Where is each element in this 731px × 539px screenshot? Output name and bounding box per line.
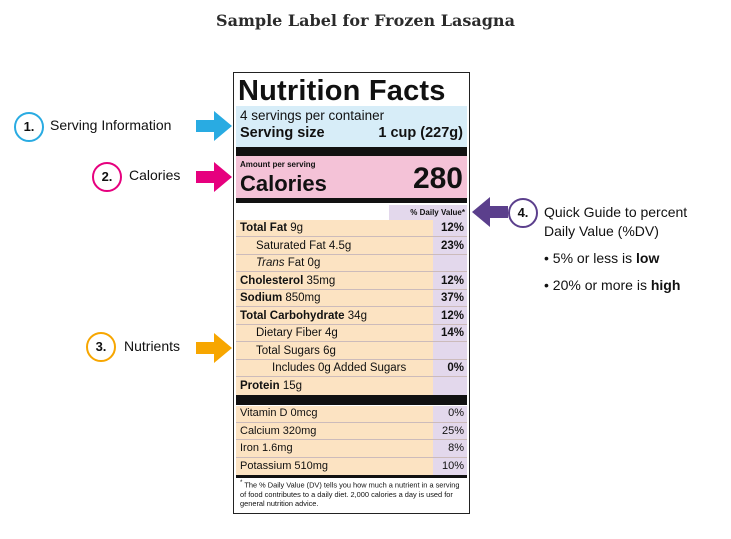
servings-per-container: 4 servings per container [240, 108, 385, 123]
calories-value: 280 [412, 162, 463, 195]
amount-per-serving: Amount per serving [240, 160, 316, 169]
nutrient-row: Includes 0g Added Sugars 0% [236, 360, 467, 377]
daily-value-header: % Daily Value* [389, 205, 467, 220]
page-title: Sample Label for Frozen Lasagna [216, 11, 515, 30]
nutrient-row: Total Carbohydrate 34g 12% [236, 308, 467, 325]
nutrients-section-bg [236, 220, 467, 395]
calories-section-bg [236, 156, 467, 198]
calories-label: Calories [240, 171, 327, 196]
nutrient-row: Total Sugars 6g [236, 343, 467, 360]
nutrient-row: Dietary Fiber 4g 14% [236, 325, 467, 342]
serving-section-bg [236, 106, 467, 147]
callout-4-circle: 4. [508, 198, 538, 228]
footnote: * The % Daily Value (DV) tells you how m… [240, 479, 460, 509]
callout-1-label: Serving Information [50, 117, 172, 133]
thick-divider [236, 395, 467, 405]
nutrition-label: Nutrition Facts 4 servings per container… [233, 72, 470, 514]
guide-bullet-high: • 20% or more is high [544, 277, 681, 293]
thick-divider [236, 147, 467, 156]
serving-size-label: Serving size [240, 125, 325, 141]
serving-size: Serving size 1 cup (227g) [240, 125, 463, 141]
callout-2-circle: 2. [92, 162, 122, 192]
nutrient-row: Total Fat 9g 12% [236, 220, 467, 237]
medium-divider [236, 198, 467, 203]
callout-3-label: Nutrients [124, 338, 181, 354]
callout-4-label: Quick Guide to percent Daily Value (%DV) [544, 204, 688, 239]
vitamin-row: Potassium 510mg 10% [240, 459, 464, 472]
guide-bullet-low: • 5% or less is low [544, 250, 660, 266]
serving-size-value: 1 cup (227g) [378, 125, 463, 141]
dv-column-bg [433, 220, 467, 395]
nutrition-facts-title: Nutrition Facts [238, 75, 446, 107]
vitamin-row: Calcium 320mg 25% [236, 423, 467, 440]
nutrient-row: Sodium 850mg 37% [236, 290, 467, 307]
callout-3-arrow-icon [196, 333, 232, 363]
vitamins-section-bg [236, 406, 467, 476]
callout-1-circle: 1. [14, 112, 44, 142]
vitamins-dv-column-bg [433, 406, 467, 476]
callout-2-arrow-icon [196, 162, 232, 192]
nutrient-row: Protein 15g [240, 379, 303, 392]
vitamin-row: Vitamin D 0mcg 0% [236, 405, 467, 423]
footnote-divider [236, 475, 467, 478]
vitamin-row: Iron 1.6mg 8% [236, 440, 467, 458]
nutrient-row: Saturated Fat 4.5g 23% [236, 238, 467, 255]
callout-3-circle: 3. [86, 332, 116, 362]
callout-4-arrow-icon [472, 197, 508, 227]
callout-1-arrow-icon [196, 111, 232, 141]
nutrient-row: Trans Fat 0g [236, 255, 467, 272]
nutrient-row: Cholesterol 35mg 12% [236, 273, 467, 290]
callout-2-label: Calories [129, 167, 181, 183]
